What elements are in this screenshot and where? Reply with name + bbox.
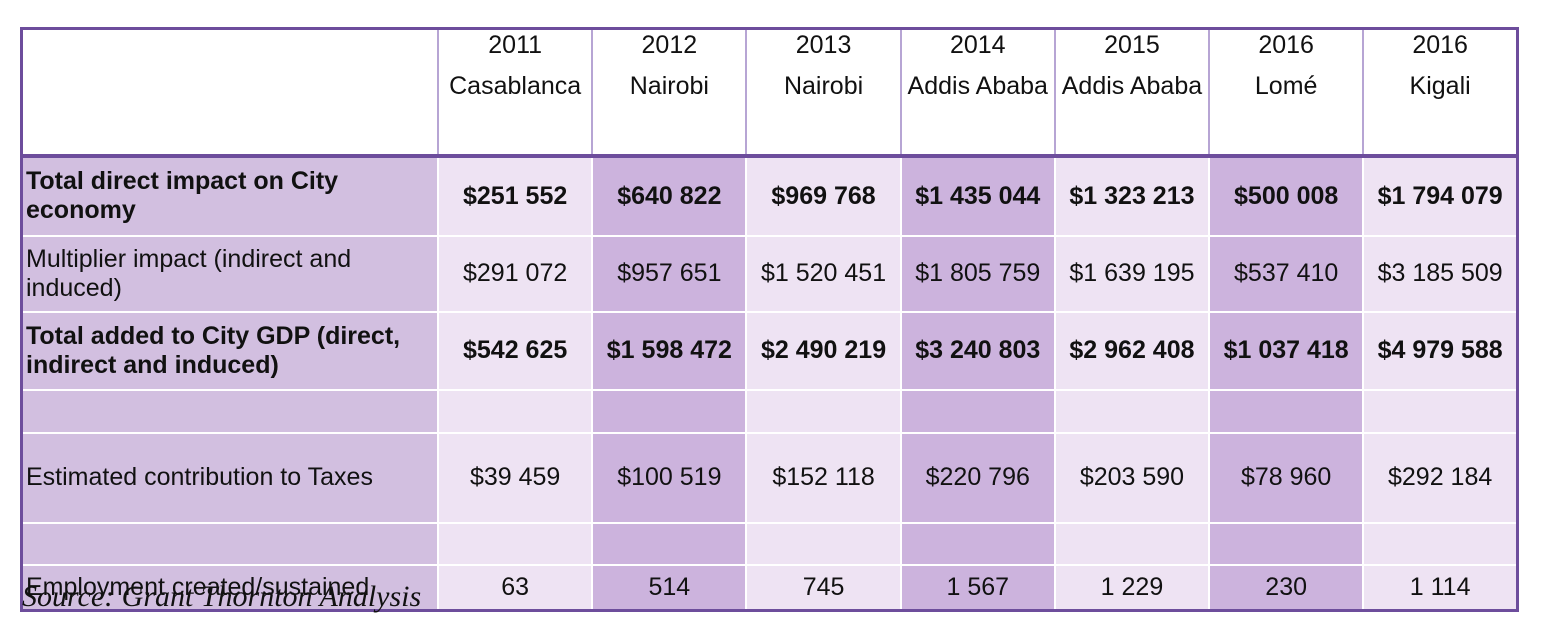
value-cell: $640 822 — [591, 153, 747, 236]
spacer-row — [20, 521, 1520, 565]
value-cell: 1 114 — [1362, 563, 1520, 612]
economic-impact-table: 2011 Casablanca 2012 Nairobi 2013 Nairobi 2… — [20, 27, 1520, 612]
value-cell: $542 625 — [437, 310, 593, 390]
header-row: 2011 Casablanca 2012 Nairobi 2013 Nairobi 2… — [20, 27, 1520, 156]
column-header: 2016 Kigali — [1362, 27, 1520, 156]
column-year: 2013 — [795, 31, 852, 59]
value-cell: $78 960 — [1208, 431, 1364, 523]
value-cell — [1208, 388, 1364, 433]
column-year: 2014 — [949, 31, 1006, 59]
column-city: Kigali — [1409, 72, 1471, 100]
column-year: 2016 — [1258, 31, 1314, 59]
column-header: 2014 Addis Ababa — [899, 27, 1055, 156]
table-row: Employment created/sustained 63 514 745 1 56… — [20, 563, 1520, 612]
row-label: Estimated contribution to Taxes — [20, 431, 439, 523]
value-cell: $500 008 — [1208, 153, 1364, 236]
table-row: Estimated contribution to Taxes $39 459 $1… — [20, 431, 1520, 523]
value-cell: $1 639 195 — [1053, 234, 1210, 312]
value-cell: $291 072 — [437, 234, 593, 312]
value-cell: $1 598 472 — [591, 310, 747, 390]
value-cell: $1 435 044 — [899, 153, 1055, 236]
value-cell: $3 240 803 — [899, 310, 1055, 390]
value-cell — [899, 521, 1055, 565]
column-year: 2016 — [1412, 31, 1468, 59]
value-cell: 1 229 — [1053, 563, 1210, 612]
value-cell — [437, 388, 593, 433]
value-cell — [1053, 388, 1210, 433]
value-cell — [591, 521, 747, 565]
value-cell: 63 — [437, 563, 593, 612]
column-city: Nairobi — [629, 72, 709, 100]
column-city: Casablanca — [449, 72, 582, 100]
table-row: Total added to City GDP (direct, indirec… — [20, 310, 1520, 390]
value-cell: $1 323 213 — [1053, 153, 1210, 236]
value-cell: $2 962 408 — [1053, 310, 1210, 390]
table-row: Multiplier impact (indirect and induced)… — [20, 234, 1520, 312]
column-header: 2013 Nairobi — [745, 27, 901, 156]
value-cell: $39 459 — [437, 431, 593, 523]
value-cell — [899, 388, 1055, 433]
value-cell — [745, 521, 901, 565]
value-cell — [1362, 521, 1520, 565]
value-cell — [1208, 521, 1364, 565]
value-cell: $1 794 079 — [1362, 153, 1520, 236]
row-label — [20, 521, 439, 565]
value-cell: 514 — [591, 563, 747, 612]
value-cell: $1 037 418 — [1208, 310, 1364, 390]
value-cell: 230 — [1208, 563, 1364, 612]
column-city: Nairobi — [783, 72, 864, 100]
column-city: Lomé — [1254, 72, 1318, 100]
row-label: Multiplier impact (indirect and induced) — [20, 234, 439, 312]
value-cell — [1053, 521, 1210, 565]
value-cell: $220 796 — [899, 431, 1055, 523]
value-cell — [1362, 388, 1520, 433]
row-label: Employment created/sustained — [20, 563, 439, 612]
source-note: Source: Grant Thornton Analysis — [22, 580, 422, 613]
row-label — [20, 388, 439, 433]
column-city: Addis Ababa — [907, 72, 1048, 100]
value-cell: 1 567 — [899, 563, 1055, 612]
value-cell: $537 410 — [1208, 234, 1364, 312]
impact-table-container: 2011 Casablanca 2012 Nairobi 2013 Nairobi 2… — [20, 27, 1520, 612]
column-header: 2011 Casablanca — [437, 27, 593, 156]
column-year: 2012 — [641, 31, 698, 59]
value-cell: 745 — [745, 563, 901, 612]
row-label: Total added to City GDP (direct, indirec… — [20, 310, 439, 390]
value-cell: $292 184 — [1362, 431, 1520, 523]
value-cell: $203 590 — [1053, 431, 1210, 523]
column-year: 2015 — [1104, 31, 1160, 59]
value-cell: $4 979 588 — [1362, 310, 1520, 390]
value-cell: $1 805 759 — [899, 234, 1055, 312]
column-header: 2016 Lomé — [1208, 27, 1364, 156]
value-cell: $957 651 — [591, 234, 747, 312]
value-cell: $2 490 219 — [745, 310, 901, 390]
value-cell — [437, 521, 593, 565]
value-cell — [591, 388, 747, 433]
spacer-row — [20, 388, 1520, 433]
column-city: Addis Ababa — [1061, 72, 1203, 100]
column-header: 2012 Nairobi — [591, 27, 747, 156]
row-label: Total direct impact on City economy — [20, 153, 439, 236]
value-cell: $3 185 509 — [1362, 234, 1520, 312]
table-row: Total direct impact on City economy $251 … — [20, 153, 1520, 236]
value-cell — [745, 388, 901, 433]
value-cell: $152 118 — [745, 431, 901, 523]
value-cell: $100 519 — [591, 431, 747, 523]
column-header: 2015 Addis Ababa — [1053, 27, 1210, 156]
value-cell: $1 520 451 — [745, 234, 901, 312]
value-cell: $969 768 — [745, 153, 901, 236]
value-cell: $251 552 — [437, 153, 593, 236]
header-corner-cell — [20, 27, 439, 156]
column-year: 2011 — [488, 31, 543, 59]
